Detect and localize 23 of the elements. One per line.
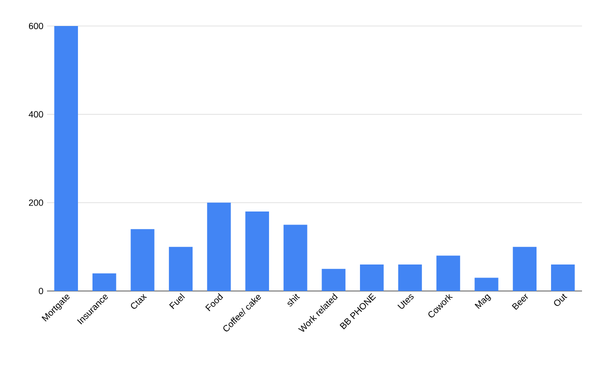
y-tick-label: 400 [28, 111, 44, 118]
bar [512, 246, 537, 291]
bar [284, 224, 308, 291]
bar [360, 264, 384, 291]
bar [92, 273, 116, 291]
bar [322, 268, 346, 291]
bar [168, 246, 193, 291]
x-tick-label: Mag [474, 294, 492, 309]
x-tick-label: Ctax [130, 294, 147, 309]
x-tick-label: Utes [397, 294, 414, 309]
y-tick-label: 200 [28, 199, 44, 206]
bar [245, 212, 270, 291]
x-tick-label: shit [288, 294, 300, 306]
bar [207, 202, 231, 291]
x-tick-label: Out [554, 294, 568, 306]
bar [474, 278, 498, 291]
bar [398, 264, 422, 291]
y-tick-label: 600 [28, 22, 44, 30]
y-tick-label: 0 [38, 288, 44, 294]
bar [436, 256, 460, 291]
bar [54, 26, 78, 291]
bar [551, 264, 575, 291]
bar [130, 229, 154, 291]
